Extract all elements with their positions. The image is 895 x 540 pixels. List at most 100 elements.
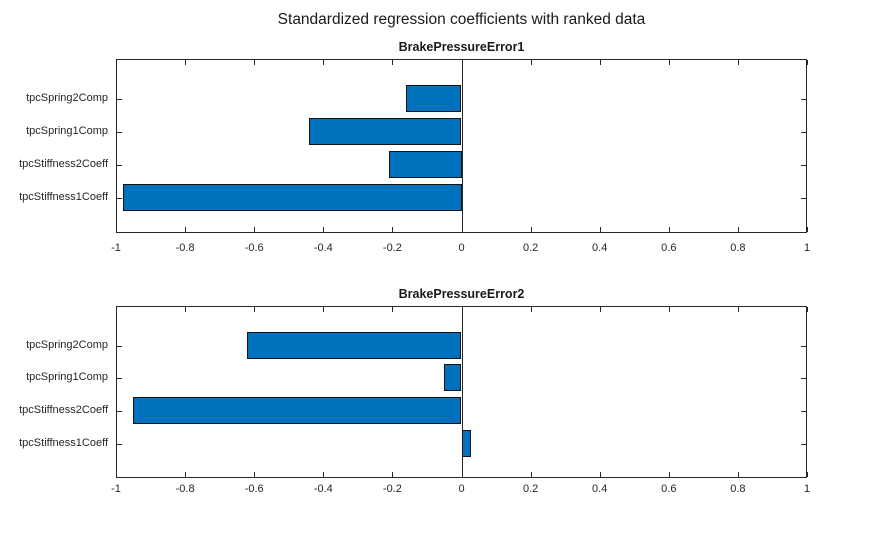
x-tick-label: -0.6 [244, 483, 264, 495]
x-axis-tick-top [669, 60, 670, 65]
x-tick-label: 1 [803, 483, 811, 495]
subplot1-title: BrakePressureError1 [398, 40, 525, 54]
x-axis-tick [116, 227, 117, 232]
x-axis-tick [531, 472, 532, 477]
y-axis-tick-right [801, 411, 806, 412]
x-tick-label: 0.6 [661, 483, 677, 495]
bar-tpcStiffness2Coeff [389, 151, 462, 178]
zero-baseline [462, 60, 463, 232]
y-axis-tick [117, 411, 122, 412]
x-axis-tick [600, 472, 601, 477]
x-axis-tick-top [254, 60, 255, 65]
x-axis-tick [738, 472, 739, 477]
x-tick-label: 0.4 [592, 242, 608, 254]
zero-baseline [462, 307, 463, 477]
y-axis-tick-right [801, 132, 806, 133]
x-axis-tick [462, 227, 463, 232]
subplot2-title: BrakePressureError2 [398, 287, 525, 301]
x-axis-tick [116, 472, 117, 477]
x-axis-tick [807, 472, 808, 477]
x-axis-tick-top [531, 60, 532, 65]
y-axis-label: tpcStiffness2Coeff [19, 158, 108, 171]
x-axis-tick-top [116, 60, 117, 65]
y-axis-label: tpcSpring1Comp [26, 125, 108, 138]
x-axis-tick-top [738, 307, 739, 312]
x-axis-tick-top [323, 307, 324, 312]
y-axis-tick [117, 165, 122, 166]
x-axis-tick-top [600, 60, 601, 65]
x-axis-tick-top [531, 307, 532, 312]
x-axis-tick [185, 472, 186, 477]
x-tick-label: -0.6 [244, 242, 264, 254]
y-axis-label: tpcStiffness1Coeff [19, 191, 108, 204]
x-axis-tick-top [669, 307, 670, 312]
bar-tpcSpring1Comp [444, 364, 461, 391]
x-axis-tick [323, 472, 324, 477]
x-axis-tick-top [462, 307, 463, 312]
x-axis-tick-top [462, 60, 463, 65]
y-axis-tick-right [801, 444, 806, 445]
y-axis-tick [117, 132, 122, 133]
x-axis-tick-top [392, 307, 393, 312]
x-tick-label: 1 [803, 242, 811, 254]
x-tick-label: 0.4 [592, 483, 608, 495]
bar-tpcSpring1Comp [309, 118, 461, 145]
x-tick-label: -0.8 [175, 483, 195, 495]
x-axis-tick-top [185, 307, 186, 312]
x-axis-tick [531, 227, 532, 232]
x-axis-tick [392, 227, 393, 232]
y-axis-tick [117, 378, 122, 379]
x-tick-label: 0 [458, 483, 465, 495]
x-axis-tick-top [185, 60, 186, 65]
y-axis-tick [117, 444, 122, 445]
bar-tpcSpring2Comp [247, 332, 461, 359]
bar-tpcStiffness2Coeff [133, 397, 461, 424]
x-tick-label: 0 [458, 242, 465, 254]
x-tick-label: -0.2 [382, 483, 402, 495]
x-axis-tick-top [807, 60, 808, 65]
x-axis-tick-top [254, 307, 255, 312]
x-tick-label: 0.8 [730, 242, 746, 254]
y-axis-tick [117, 99, 122, 100]
x-axis-tick-top [807, 307, 808, 312]
x-axis-tick-top [323, 60, 324, 65]
bar-tpcStiffness1Coeff [462, 430, 471, 457]
x-axis-tick [738, 227, 739, 232]
x-axis-tick [254, 227, 255, 232]
x-tick-label: -0.4 [313, 242, 333, 254]
y-axis-tick-right [801, 165, 806, 166]
x-axis-tick-top [392, 60, 393, 65]
y-axis-tick-right [801, 99, 806, 100]
x-axis-tick [185, 227, 186, 232]
y-axis-label: tpcSpring2Comp [26, 338, 108, 351]
x-tick-label: 0.6 [661, 242, 677, 254]
y-axis-tick-right [801, 198, 806, 199]
x-tick-label: -0.8 [175, 242, 195, 254]
x-axis-tick-top [116, 307, 117, 312]
x-axis-tick [392, 472, 393, 477]
bar-tpcSpring2Comp [406, 85, 461, 112]
y-axis-tick [117, 346, 122, 347]
bar-tpcStiffness1Coeff [123, 184, 462, 211]
x-axis-tick [323, 227, 324, 232]
x-tick-label: 0.2 [522, 483, 539, 495]
x-axis-tick-top [738, 60, 739, 65]
x-tick-label: 0.2 [522, 242, 539, 254]
plot-area [116, 306, 808, 478]
y-axis-label: tpcStiffness2Coeff [19, 404, 108, 417]
y-axis-tick [117, 198, 122, 199]
x-tick-label: 0.8 [730, 483, 746, 495]
y-axis-tick-right [801, 378, 806, 379]
x-tick-label: -1 [111, 242, 121, 254]
x-tick-label: -0.2 [382, 242, 402, 254]
y-axis-tick-right [801, 346, 806, 347]
y-axis-label: tpcStiffness1Coeff [19, 436, 108, 449]
x-axis-tick [462, 472, 463, 477]
x-tick-label: -1 [111, 483, 121, 495]
figure-title: Standardized regression coefficients wit… [277, 11, 646, 28]
x-axis-tick [600, 227, 601, 232]
x-tick-label: -0.4 [313, 483, 333, 495]
